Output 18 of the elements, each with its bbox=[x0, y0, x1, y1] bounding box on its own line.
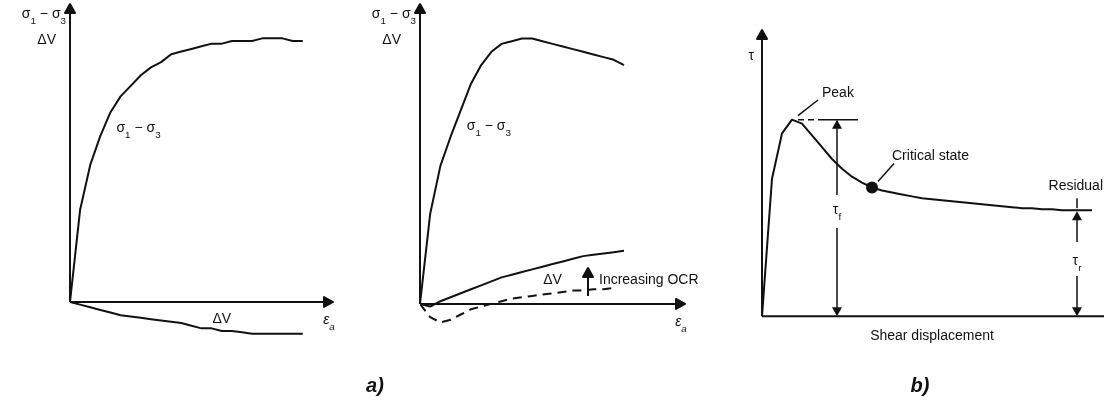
text: b) bbox=[910, 374, 930, 396]
series-label: σ$_{1}$ − σ$_{3}$ bbox=[116, 119, 162, 140]
y-axis-title: σ$_{1}$ − σ$_{3}$ ΔV bbox=[21, 5, 67, 47]
text: Peak bbox=[822, 84, 855, 100]
x-axis-title: Shear displacement bbox=[870, 327, 994, 344]
annotation: Critical state bbox=[892, 146, 970, 163]
annotation: τ$_{r}$ bbox=[1072, 252, 1083, 273]
y-axis-title: σ$_{1}$ − σ$_{3}$ ΔV bbox=[371, 5, 417, 47]
legend-label: ΔV bbox=[543, 271, 563, 288]
x-axis-title: ε$_{a}$ bbox=[675, 312, 688, 334]
annotation: Residual bbox=[1048, 177, 1103, 193]
annotation: Increasing OCR bbox=[599, 271, 699, 287]
annotation: τ$_{f}$ bbox=[832, 201, 842, 222]
text: a) bbox=[366, 374, 385, 396]
series-label: σ$_{1}$ − σ$_{3}$ bbox=[466, 117, 512, 138]
y-axis-title: τ bbox=[748, 47, 755, 63]
series-label: ΔV bbox=[212, 310, 232, 326]
x-axis-title: ε$_{a}$ bbox=[323, 311, 336, 332]
